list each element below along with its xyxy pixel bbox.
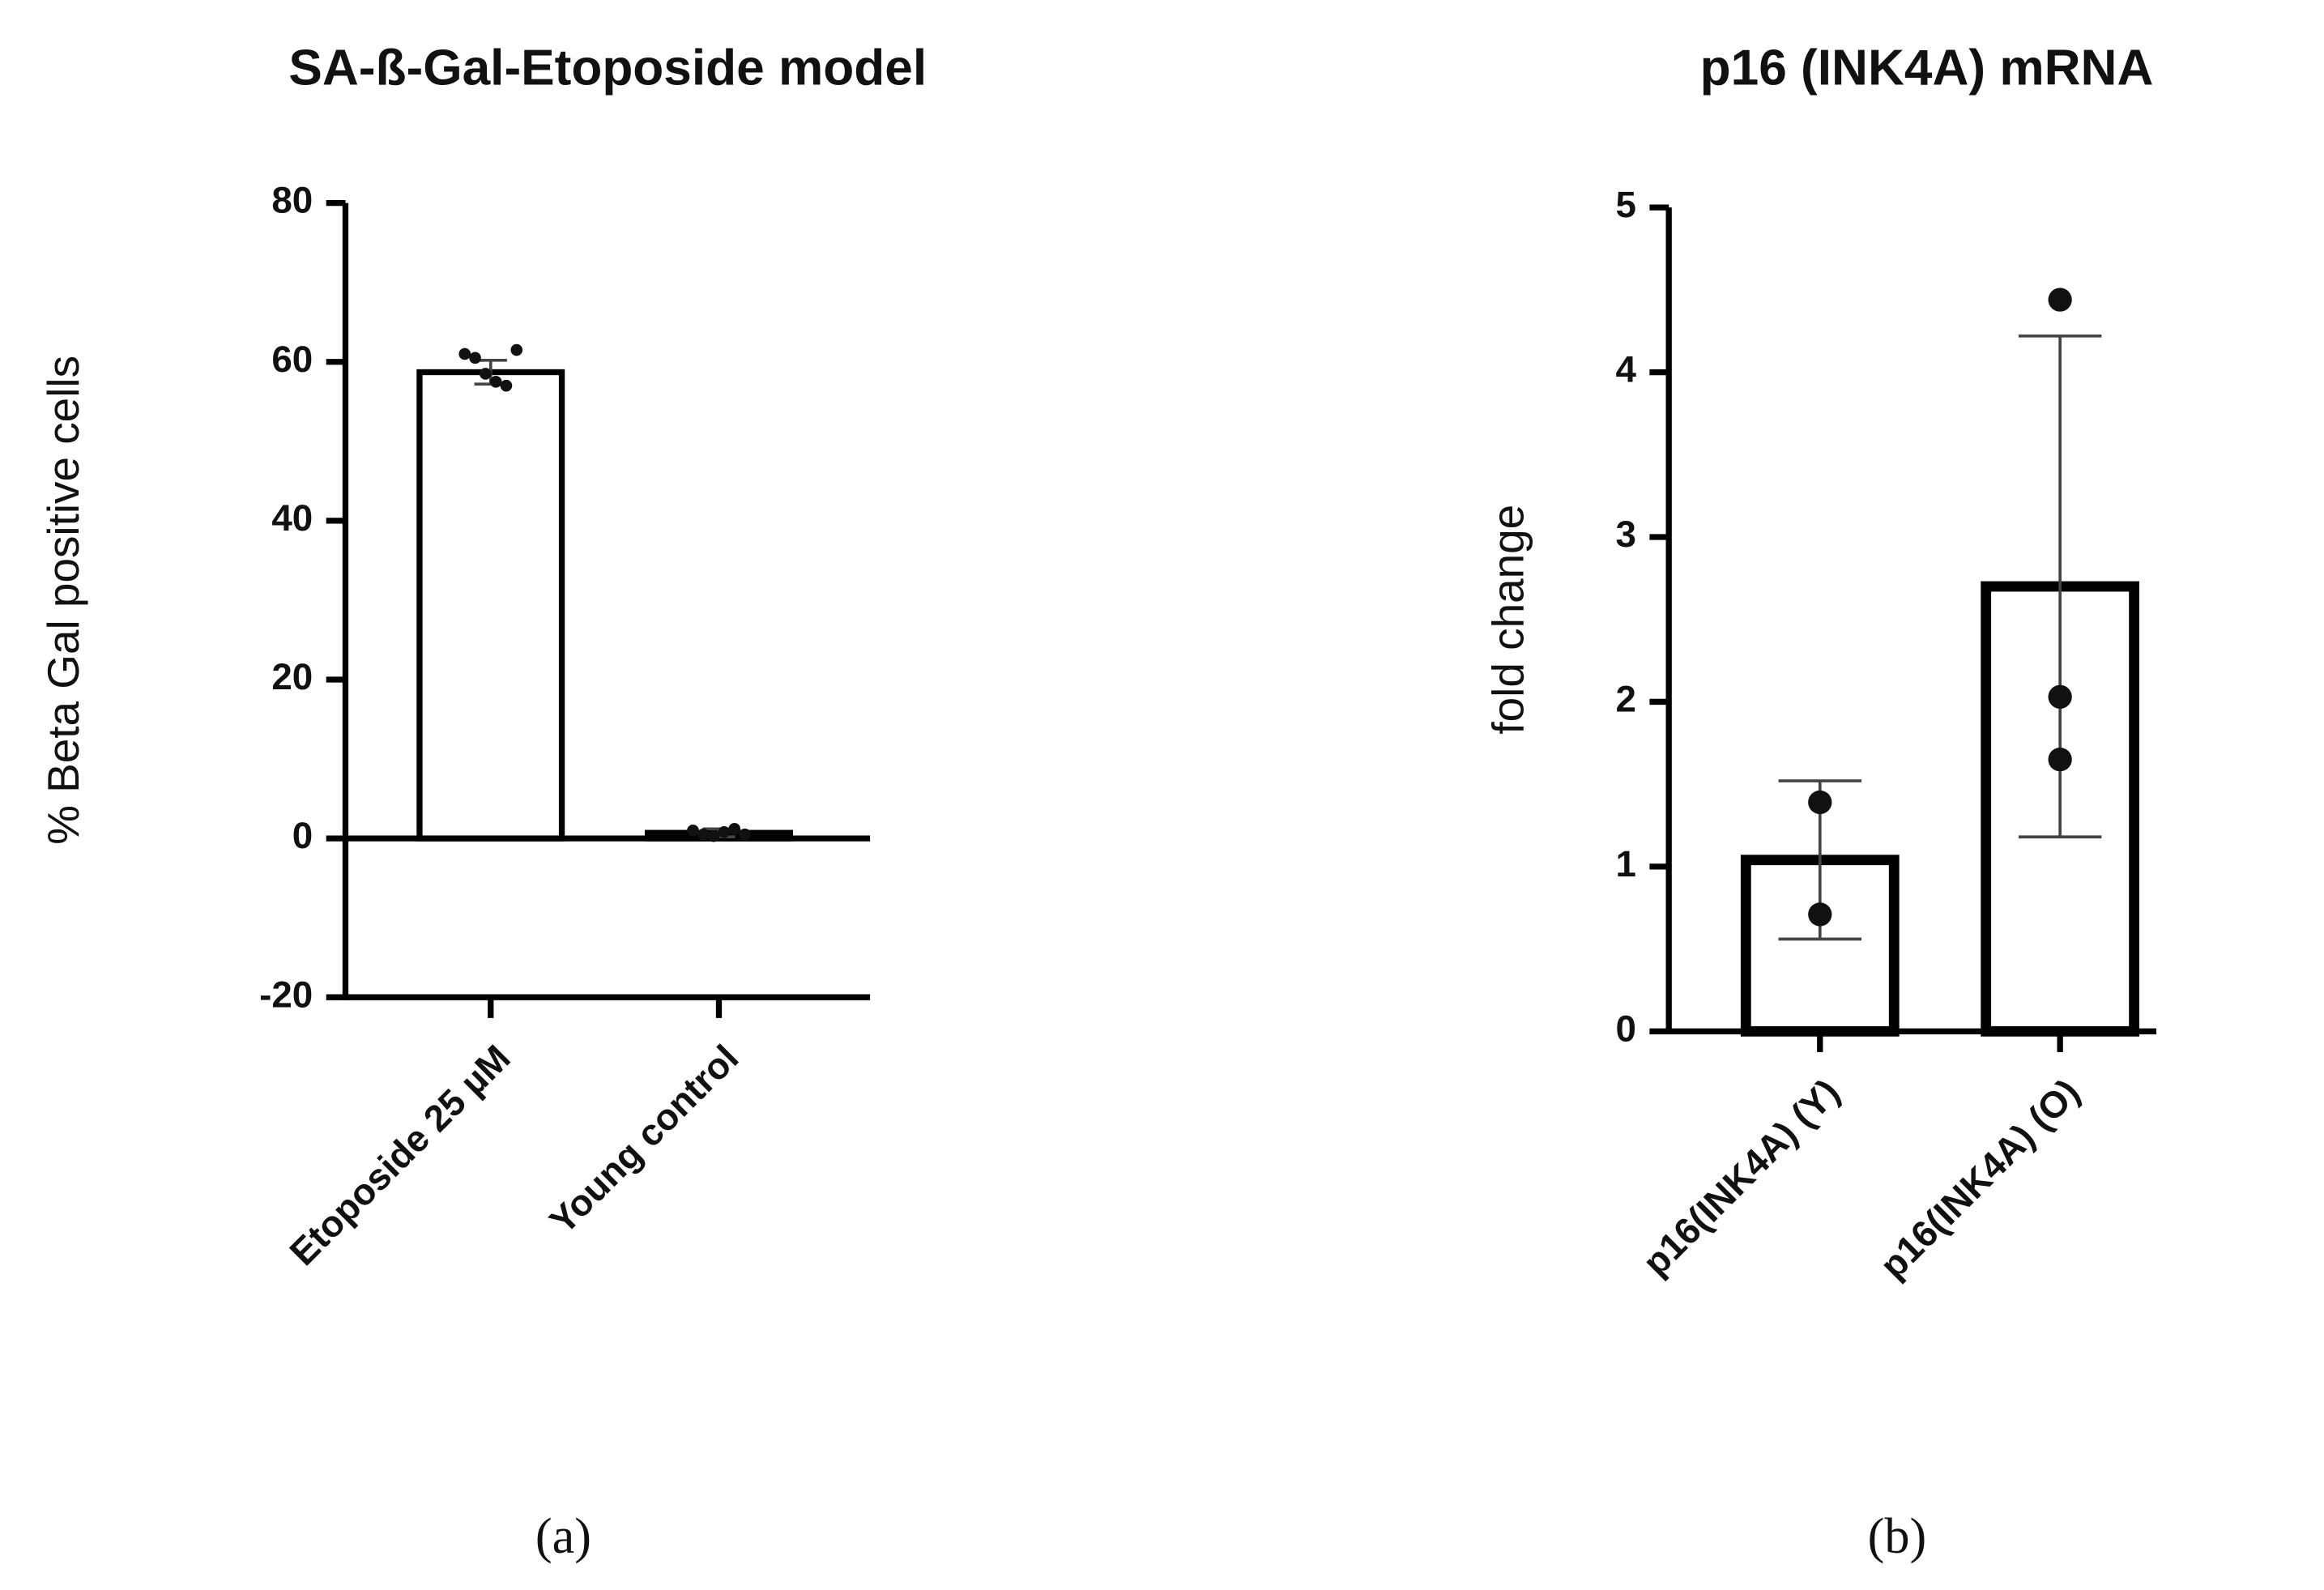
data-point <box>707 829 720 842</box>
data-point <box>687 824 699 837</box>
x-tick-label: p16(INK4A) (O) <box>1872 1071 2087 1286</box>
data-point <box>510 343 523 356</box>
data-point <box>2048 288 2072 312</box>
data-point <box>458 347 471 360</box>
data-point <box>489 375 502 388</box>
data-point <box>718 825 731 838</box>
data-point <box>1808 902 1832 927</box>
y-tick-label: 3 <box>1615 514 1635 555</box>
y-tick-label: 0 <box>292 815 313 856</box>
y-tick-label: 20 <box>271 656 313 697</box>
x-tick-label: p16(INK4A) (Y) <box>1635 1071 1847 1283</box>
data-point <box>500 379 513 392</box>
y-tick-label: 5 <box>1615 184 1635 225</box>
bar <box>416 369 565 842</box>
y-axis-label: % Beta Gal positive cells <box>38 356 88 845</box>
y-tick-label: 2 <box>1615 679 1635 720</box>
data-point <box>2048 747 2072 772</box>
panel-label: (b) <box>1868 1509 1927 1564</box>
data-point <box>697 828 710 841</box>
x-tick-label: Young control <box>542 1037 747 1242</box>
data-point <box>739 828 751 841</box>
data-point <box>469 352 481 364</box>
data-point <box>2048 684 2072 709</box>
y-tick-label: 4 <box>1615 349 1636 390</box>
y-tick-label: 0 <box>1615 1008 1635 1049</box>
data-point <box>480 368 492 380</box>
y-axis-label: fold change <box>1483 505 1533 735</box>
x-tick-label: Etoposide 25 µM <box>282 1037 518 1273</box>
chart-title: p16 (INK4A) mRNA <box>1700 40 2154 96</box>
y-tick-label: 60 <box>271 339 313 380</box>
chart-title: SA-ß-Gal-Etoposide model <box>288 40 927 96</box>
y-tick-label: -20 <box>259 974 313 1015</box>
y-tick-label: 40 <box>271 497 313 539</box>
y-tick-label: 80 <box>271 180 313 221</box>
panel-label: (a) <box>535 1509 591 1564</box>
data-point <box>728 823 741 835</box>
y-tick-label: 1 <box>1615 843 1635 885</box>
data-point <box>1808 790 1832 815</box>
